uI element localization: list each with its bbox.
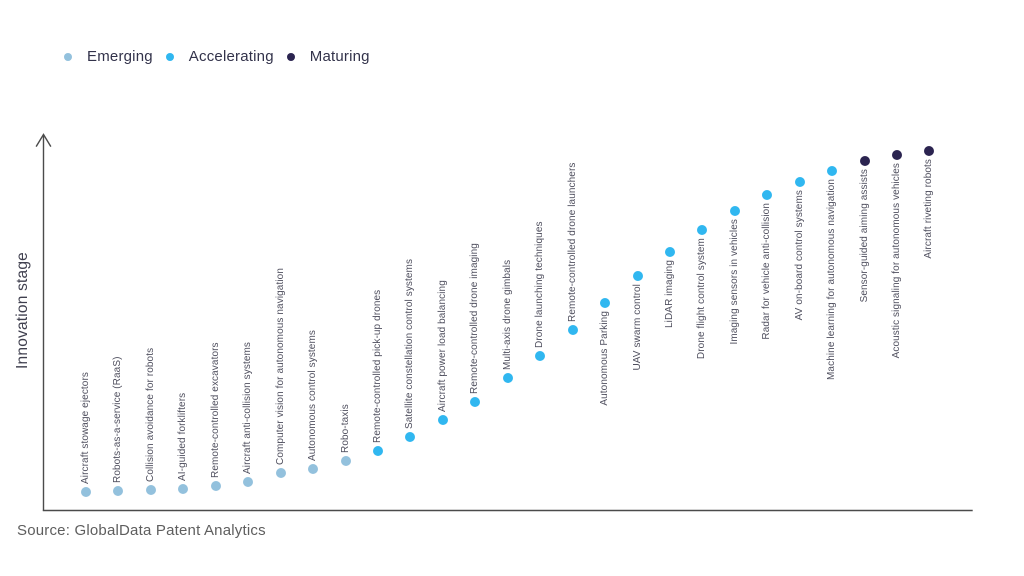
data-point bbox=[470, 397, 480, 407]
data-point bbox=[341, 456, 351, 466]
data-point-label: Satellite constellation control systems bbox=[404, 258, 415, 429]
data-point bbox=[600, 298, 610, 308]
data-point-label: AI-guided forklifters bbox=[177, 392, 188, 481]
legend-dot-icon bbox=[286, 52, 295, 61]
data-point-label: Remote-controlled drone imaging bbox=[469, 243, 480, 394]
data-point-label: Drone launching techniques bbox=[534, 221, 545, 348]
legend-item-maturing: Maturing bbox=[286, 48, 370, 65]
data-point bbox=[405, 432, 415, 442]
data-point bbox=[178, 484, 188, 494]
data-point bbox=[568, 325, 578, 335]
legend-label: Emerging bbox=[87, 48, 153, 65]
data-point bbox=[762, 190, 772, 200]
data-point-label: Autonomous Parking bbox=[599, 311, 610, 406]
data-point bbox=[308, 464, 318, 474]
data-point-label: Imaging sensors in vehicles bbox=[729, 219, 740, 345]
data-point bbox=[665, 247, 675, 257]
data-point-label: Drone flight control system bbox=[696, 238, 707, 360]
data-point bbox=[81, 487, 91, 497]
data-point bbox=[438, 415, 448, 425]
data-point bbox=[535, 351, 545, 361]
y-axis-arrow-icon bbox=[35, 133, 52, 147]
legend-item-emerging: Emerging bbox=[64, 48, 153, 65]
data-point-label: Aircraft anti-collision systems bbox=[242, 341, 253, 474]
data-point bbox=[697, 225, 707, 235]
data-point bbox=[276, 468, 286, 478]
data-point-label: UAV swarm control bbox=[632, 284, 643, 371]
data-point-label: Multi-axis drone gimbals bbox=[502, 259, 513, 370]
legend-item-accelerating: Accelerating bbox=[165, 48, 274, 65]
data-point-label: Aircraft riveting robots bbox=[923, 159, 934, 259]
data-point bbox=[211, 481, 221, 491]
data-point bbox=[892, 150, 902, 160]
data-point bbox=[730, 206, 740, 216]
data-point-label: Remote-controlled drone launchers bbox=[567, 162, 578, 323]
legend-dot-icon bbox=[165, 52, 174, 61]
data-point-label: Collision avoidance for robots bbox=[145, 347, 156, 482]
data-point-label: Radar for vehicle anti-collision bbox=[761, 203, 772, 340]
data-point bbox=[827, 166, 837, 176]
data-point bbox=[860, 156, 870, 166]
data-point bbox=[633, 271, 643, 281]
data-point-label: Remote-controlled excavators bbox=[210, 342, 221, 478]
data-point-label: LiDAR imaging bbox=[664, 260, 675, 328]
data-point-label: AV on-board control systems bbox=[794, 190, 805, 321]
data-point bbox=[924, 146, 934, 156]
data-point bbox=[503, 373, 513, 383]
data-point-label: Autonomous control systems bbox=[307, 330, 318, 461]
data-point-label: Sensor-guided aiming assists bbox=[859, 169, 870, 303]
legend-label: Accelerating bbox=[188, 48, 274, 65]
legend-label: Maturing bbox=[309, 48, 370, 65]
data-point-label: Acoustic signaling for autonomous vehicl… bbox=[891, 163, 902, 359]
data-point bbox=[243, 477, 253, 487]
data-point-label: Aircraft power load balancing bbox=[437, 280, 448, 412]
data-point-label: Machine learning for autonomous navigati… bbox=[826, 179, 837, 380]
legend: Emerging Accelerating Maturing bbox=[64, 48, 370, 65]
data-point bbox=[146, 485, 156, 495]
data-point-label: Aircraft stowage ejectors bbox=[80, 372, 91, 484]
y-axis-title: Innovation stage bbox=[14, 252, 31, 369]
data-point bbox=[795, 177, 805, 187]
data-point bbox=[113, 486, 123, 496]
data-point-label: Robo-taxis bbox=[340, 404, 351, 453]
data-point bbox=[373, 446, 383, 456]
source-text: Source: GlobalData Patent Analytics bbox=[17, 522, 266, 539]
data-point-label: Robots-as-a-service (RaaS) bbox=[112, 356, 123, 483]
data-point-label: Computer vision for autonomous navigatio… bbox=[275, 268, 286, 465]
data-point-label: Remote-controlled pick-up drones bbox=[372, 289, 383, 443]
legend-dot-icon bbox=[64, 52, 72, 61]
